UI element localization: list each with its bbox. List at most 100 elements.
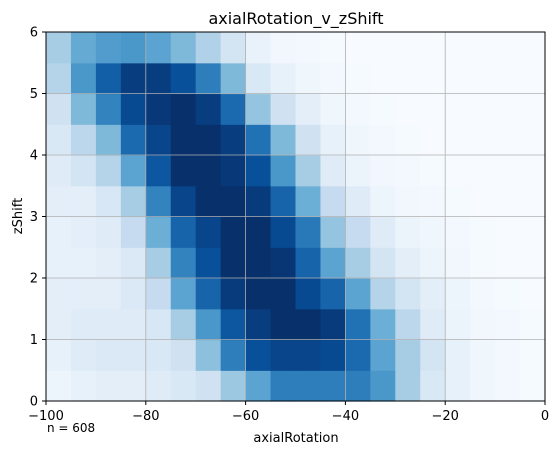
heatmap-cell: [195, 185, 222, 218]
heatmap-cell: [120, 124, 147, 156]
heatmap-cell: [520, 247, 546, 279]
heatmap-cell: [370, 216, 396, 248]
heatmap-cell: [520, 124, 546, 156]
heatmap-cell: [320, 62, 346, 95]
heatmap-cell: [195, 93, 222, 125]
heatmap-cell: [95, 185, 122, 218]
heatmap-cell: [470, 216, 496, 248]
heatmap-cell: [495, 124, 521, 156]
heatmap-cell: [495, 93, 521, 125]
heatmap-cell: [295, 247, 322, 279]
heatmap-cell: [295, 339, 322, 371]
heatmap-cell: [445, 155, 471, 187]
heatmap-cell: [270, 278, 297, 310]
heatmap-cell: [320, 247, 346, 279]
heatmap-cell: [370, 247, 396, 279]
heatmap-cell: [220, 124, 247, 156]
heatmap-cell: [345, 93, 371, 125]
heatmap-cell: [270, 216, 297, 248]
heatmap-cell: [120, 370, 147, 402]
heatmap-cell: [395, 124, 421, 156]
heatmap-cell: [120, 278, 147, 310]
heatmap-cell: [420, 216, 446, 248]
heatmap-cell: [345, 62, 371, 95]
heatmap-cell: [46, 339, 72, 371]
heatmap-cell: [470, 370, 496, 402]
heatmap-cell: [46, 185, 72, 218]
heatmap-cell: [120, 155, 147, 187]
y-tick-label: 4: [30, 149, 38, 164]
heatmap-cell: [445, 370, 471, 402]
heatmap-cell: [420, 124, 446, 156]
y-tick-label: 0: [30, 395, 38, 410]
heatmap-cell: [370, 62, 396, 95]
heatmap-cell: [46, 93, 72, 125]
heatmap-cell: [170, 370, 197, 402]
heatmap-cell: [320, 308, 346, 341]
heatmap-cell: [420, 278, 446, 310]
heatmap-cell: [145, 339, 172, 371]
x-tick-label: −20: [431, 409, 458, 424]
heatmap-cell: [320, 185, 346, 218]
heatmap-cell: [495, 247, 521, 279]
heatmap-cell: [520, 185, 546, 218]
heatmap-cell: [295, 93, 322, 125]
heatmap-cell: [370, 155, 396, 187]
heatmap-cell: [320, 278, 346, 310]
heatmap-cell: [95, 124, 122, 156]
heatmap-cell: [70, 216, 97, 248]
heatmap-cell: [120, 339, 147, 371]
heatmap-cell: [320, 32, 346, 64]
heatmap-cell: [295, 124, 322, 156]
x-tick-label: −60: [232, 409, 259, 424]
heatmap-cell: [370, 308, 396, 341]
heatmap-cell: [470, 32, 496, 64]
heatmap-cell: [245, 124, 272, 156]
heatmap-cell: [270, 32, 297, 64]
heatmap-cell: [120, 308, 147, 341]
heatmap-cell: [470, 155, 496, 187]
heatmap-cell: [220, 370, 247, 402]
heatmap-cell: [420, 308, 446, 341]
heatmap-cell: [520, 339, 546, 371]
heatmap-cell: [46, 124, 72, 156]
heatmap-cell: [345, 278, 371, 310]
heatmap-cell: [120, 216, 147, 248]
heatmap-cell: [370, 93, 396, 125]
heatmap-cell: [120, 247, 147, 279]
y-axis-ticks: 0 1 2 3 4 5 6: [30, 26, 46, 410]
heatmap-cell: [195, 155, 222, 187]
heatmap-cell: [145, 308, 172, 341]
heatmap-cell: [145, 124, 172, 156]
heatmap-cell: [95, 370, 122, 402]
heatmap-cell: [445, 308, 471, 341]
heatmap-cell: [245, 370, 272, 402]
x-tick-label: 0: [541, 409, 549, 424]
heatmap-cell: [46, 62, 72, 95]
heatmap-cell: [145, 216, 172, 248]
heatmap-cell: [295, 155, 322, 187]
heatmap-cell: [145, 93, 172, 125]
heatmap-cell: [220, 93, 247, 125]
heatmap-cell: [245, 278, 272, 310]
heatmap-cell: [95, 32, 122, 64]
heatmap-cell: [520, 308, 546, 341]
x-tick-label: −40: [332, 409, 359, 424]
heatmap-cell: [295, 216, 322, 248]
y-tick-label: 1: [30, 333, 38, 348]
heatmap-cell: [95, 62, 122, 95]
heatmap-cell: [395, 185, 421, 218]
heatmap-cell: [420, 32, 446, 64]
heatmap-cell: [270, 185, 297, 218]
y-tick-label: 3: [30, 210, 38, 225]
heatmap-cell: [495, 62, 521, 95]
heatmap-cell: [270, 62, 297, 95]
heatmap-cell: [195, 124, 222, 156]
heatmap-cell: [395, 308, 421, 341]
heatmap-cell: [395, 278, 421, 310]
heatmap-cell: [120, 185, 147, 218]
heatmap-cell: [520, 370, 546, 402]
heatmap-cell: [345, 370, 371, 402]
heatmap-cell: [370, 124, 396, 156]
